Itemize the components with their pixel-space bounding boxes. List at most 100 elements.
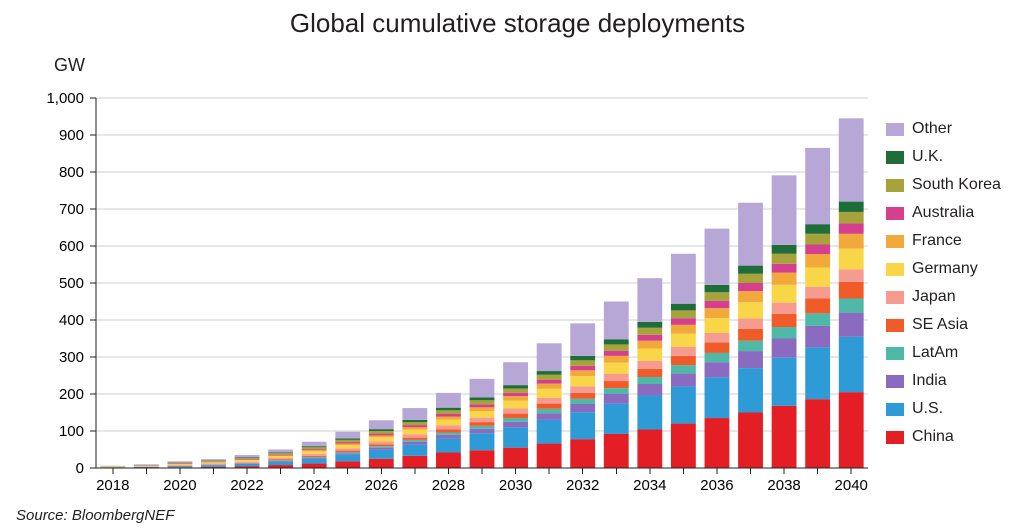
bar-segment-japan: [167, 465, 192, 466]
bar-segment-latam: [604, 388, 629, 394]
bar-segment-china: [604, 434, 629, 468]
bar-segment-seasia: [369, 444, 394, 446]
bar-segment-seasia: [302, 456, 327, 457]
bar-segment-australia: [503, 393, 528, 396]
bar-segment-japan: [201, 464, 226, 465]
y-tick-label: 600: [59, 238, 84, 255]
bar-segment-uk: [671, 304, 696, 311]
bar-segment-australia: [570, 366, 595, 370]
bar-segment-india: [436, 435, 461, 439]
bar-segment-germany: [570, 376, 595, 386]
bar-segment-india: [503, 422, 528, 428]
bar-segment-uk: [302, 446, 327, 447]
y-tick-label: 500: [59, 275, 84, 292]
bar-segment-germany: [369, 437, 394, 441]
bar-segment-uk: [537, 371, 562, 375]
bar-segment-uk: [839, 202, 864, 212]
bar-segment-germany: [537, 389, 562, 398]
bar-segment-japan: [772, 303, 797, 314]
y-tick-label: 100: [59, 423, 84, 440]
bar-segment-japan: [335, 448, 360, 450]
bar-segment-uk: [436, 408, 461, 411]
bar-segment-china: [772, 406, 797, 468]
bar-segment-japan: [436, 425, 461, 429]
x-tick-label: 2040: [835, 477, 868, 494]
x-tick-label: 2020: [163, 477, 196, 494]
y-tick-label: 400: [59, 312, 84, 329]
bar-segment-other: [570, 323, 595, 356]
bar-segment-other: [436, 393, 461, 408]
bar-segment-india: [537, 413, 562, 420]
bar-segment-germany: [805, 267, 830, 286]
bar-segment-australia: [369, 434, 394, 436]
bar-segment-latam: [302, 457, 327, 458]
source-attribution: Source: BloombergNEF: [16, 507, 174, 524]
bar-segment-other: [604, 302, 629, 340]
legend-swatch: [886, 179, 904, 192]
bar-segment-japan: [671, 347, 696, 356]
bar-segment-uk: [805, 224, 830, 234]
bar-segment-us: [604, 404, 629, 434]
legend-label: Australia: [912, 199, 974, 227]
bar-segment-india: [772, 339, 797, 358]
x-tick-label: 2036: [700, 477, 733, 494]
bar-segment-china: [705, 418, 730, 468]
bar-segment-india: [738, 351, 763, 368]
bar-segment-germany: [436, 420, 461, 426]
bar-segment-japan: [705, 333, 730, 343]
x-tick-label: 2018: [96, 477, 129, 494]
bar-segment-us: [570, 412, 595, 439]
bar-segment-skorea: [671, 310, 696, 318]
legend-swatch: [886, 403, 904, 416]
bar-segment-germany: [738, 302, 763, 318]
bar-segment-australia: [537, 380, 562, 384]
bar-segment-india: [705, 362, 730, 377]
y-tick-label: 0: [76, 460, 84, 477]
legend-swatch: [886, 431, 904, 444]
legend-swatch: [886, 235, 904, 248]
bar-segment-seasia: [537, 404, 562, 409]
bar-segment-france: [470, 407, 495, 411]
bar-segment-skorea: [772, 254, 797, 264]
bar-segment-other: [335, 432, 360, 439]
legend-item-other: Other: [886, 115, 1001, 143]
legend-label: South Korea: [912, 171, 1001, 199]
bar-segment-france: [805, 254, 830, 267]
bar-segment-us: [201, 465, 226, 466]
bar-segment-skorea: [537, 375, 562, 380]
bar-segment-japan: [302, 454, 327, 456]
bar-segment-latam: [402, 440, 427, 442]
stacked-bar-chart: 01002003004005006007008009001,000 201820…: [96, 98, 868, 468]
bar-segment-australia: [335, 442, 360, 443]
bar-segment-seasia: [402, 438, 427, 440]
x-tick-label: 2030: [499, 477, 532, 494]
bar-segment-germany: [470, 411, 495, 418]
bar-segment-australia: [705, 301, 730, 308]
bar-segment-germany: [604, 363, 629, 374]
bar-segment-skorea: [839, 212, 864, 223]
legend-label: Germany: [912, 255, 978, 283]
x-tick-label: 2034: [633, 477, 666, 494]
bar-segment-us: [671, 387, 696, 424]
bar-segment-australia: [671, 318, 696, 325]
bar-segment-other: [671, 254, 696, 304]
bar-segment-uk: [470, 397, 495, 400]
bar-segment-france: [402, 427, 427, 429]
bar-segment-japan: [738, 319, 763, 329]
legend-item-us: U.S.: [886, 395, 1001, 423]
bar-segment-japan: [503, 408, 528, 413]
bar-segment-us: [537, 420, 562, 444]
bar-segment-france: [772, 273, 797, 285]
legend-label: LatAm: [912, 339, 958, 367]
bar-segment-seasia: [470, 422, 495, 426]
x-tick-label: 2032: [566, 477, 599, 494]
legend-item-india: India: [886, 367, 1001, 395]
bar-segment-skorea: [436, 410, 461, 414]
bar-segment-china: [436, 452, 461, 468]
bar-segment-seasia: [604, 381, 629, 388]
bar-segment-latam: [470, 426, 495, 429]
bar-segment-australia: [268, 455, 293, 456]
bar-segment-seasia: [738, 329, 763, 341]
bar-segment-us: [839, 337, 864, 393]
legend-label: China: [912, 423, 954, 451]
